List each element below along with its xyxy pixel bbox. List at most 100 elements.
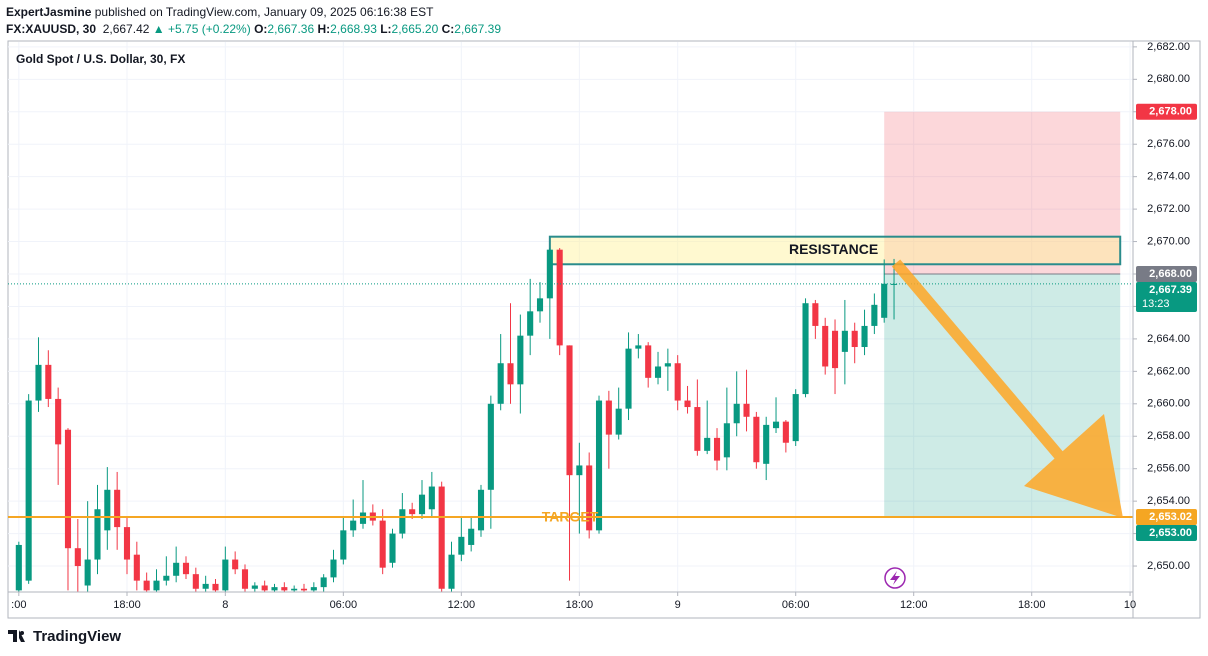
- candle-body: [182, 562, 190, 575]
- candle-body: [556, 249, 563, 346]
- x-tick-label: 9: [675, 599, 681, 611]
- y-tick-label: 2,654.00: [1147, 495, 1190, 507]
- candle-body: [536, 298, 544, 312]
- x-tick-label: 18:00: [566, 599, 594, 611]
- candle-body: [241, 569, 249, 589]
- x-tick-label: 06:00: [782, 599, 810, 611]
- candle-body: [772, 421, 780, 429]
- candle-body: [664, 363, 671, 367]
- y-tick-label: 2,664.00: [1147, 333, 1190, 345]
- candle-body: [389, 533, 396, 563]
- candle-body: [271, 587, 278, 591]
- y-tick-label: 2,656.00: [1147, 463, 1190, 475]
- candle-body: [448, 554, 455, 589]
- candle-body: [566, 345, 573, 476]
- candle-body: [782, 421, 789, 443]
- candle-body: [871, 304, 878, 326]
- candle-body: [792, 394, 799, 442]
- x-tick-label: 18:00: [113, 599, 141, 611]
- ohlc-value: 2,667.36: [267, 22, 315, 36]
- target-label: TARGET: [542, 509, 599, 525]
- candle-body: [202, 583, 209, 589]
- ohlc: O:2,667.36 H:2,668.93 L:2,665.20 C:2,667…: [254, 22, 501, 36]
- candle-body: [458, 536, 465, 555]
- candle-body: [418, 494, 426, 515]
- candle-body: [890, 283, 898, 285]
- price-tag-label: 2,667.39: [1149, 284, 1192, 296]
- candle-body: [477, 489, 485, 531]
- x-tick-label: 12:00: [900, 599, 928, 611]
- price-tag: [1136, 282, 1197, 313]
- candle-body: [723, 423, 730, 458]
- candle-body: [310, 587, 317, 591]
- y-tick-label: 2,670.00: [1147, 235, 1190, 247]
- candle-body: [192, 574, 199, 589]
- candle-body: [694, 407, 701, 451]
- y-tick-label: 2,674.00: [1147, 171, 1190, 183]
- x-tick-label: 8: [222, 599, 228, 611]
- symbol: FX:XAUUSD, 30: [6, 22, 97, 36]
- ohlc-label: C:: [441, 22, 455, 36]
- candle-body: [881, 283, 888, 318]
- candle-body: [222, 559, 229, 591]
- candle-body: [133, 554, 140, 581]
- candle-body: [753, 416, 760, 463]
- price-tag-label: 2,668.00: [1149, 268, 1192, 280]
- quote-line: FX:XAUUSD, 30 2,667.42 ▲ +5.75 (+0.22%) …: [6, 21, 501, 38]
- candle-body: [94, 509, 101, 560]
- candle-body: [468, 528, 475, 545]
- candle-body: [104, 489, 111, 531]
- logo-text: TradingView: [33, 628, 121, 645]
- candle-body: [35, 364, 42, 401]
- candle-body: [595, 400, 603, 531]
- candle-body: [841, 330, 848, 352]
- candle-body: [713, 437, 721, 461]
- candle-body: [625, 348, 632, 409]
- y-tick-label: 2,676.00: [1147, 138, 1190, 150]
- ohlc-value: 2,665.20: [391, 22, 439, 36]
- candle-body: [527, 311, 534, 336]
- candle-body: [802, 303, 809, 395]
- candle-body: [143, 580, 150, 591]
- y-tick-label: 2,658.00: [1147, 430, 1190, 442]
- publish-line: ExpertJasmine published on TradingView.c…: [6, 4, 501, 21]
- candle-body: [851, 330, 858, 348]
- candle-body: [654, 366, 662, 378]
- candle-body: [399, 509, 406, 534]
- chart-title: Gold Spot / U.S. Dollar, 30, FX: [16, 52, 185, 66]
- price: 2,667.42: [102, 22, 150, 36]
- countdown: 13:23: [1142, 298, 1170, 310]
- y-tick-label: 2,680.00: [1147, 73, 1190, 85]
- y-tick-label: 2,662.00: [1147, 365, 1190, 377]
- candle-body: [576, 465, 583, 476]
- candle-body: [330, 559, 337, 578]
- overlays: RESISTANCE TARGET: [8, 241, 1133, 525]
- candle-body: [733, 403, 740, 424]
- flash-bolt: [890, 571, 900, 585]
- ohlc-label: L:: [380, 22, 392, 36]
- candle-body: [812, 303, 819, 326]
- candle-body: [232, 559, 239, 570]
- stop-zone: [884, 111, 1121, 275]
- candle-body: [674, 363, 681, 401]
- price-tag: [1136, 525, 1197, 542]
- candle-body: [64, 429, 72, 549]
- candle-body: [704, 437, 711, 451]
- candle-body: [340, 530, 347, 560]
- y-tick-label: 2,650.00: [1147, 560, 1190, 572]
- zones: [548, 111, 1122, 518]
- author: ExpertJasmine: [6, 5, 92, 19]
- price-tag: [1136, 103, 1197, 120]
- logo-dot: [20, 631, 24, 635]
- candle-body: [173, 562, 180, 576]
- candles: [15, 248, 898, 592]
- y-tick-label: 2,672.00: [1147, 203, 1190, 215]
- published: published on TradingView.com, January 09…: [94, 5, 434, 19]
- candle-body: [114, 489, 121, 528]
- candle-body: [645, 345, 652, 378]
- candle-body: [281, 587, 288, 591]
- candle-body: [684, 400, 691, 408]
- price-tag-label: 2,653.02: [1149, 511, 1192, 523]
